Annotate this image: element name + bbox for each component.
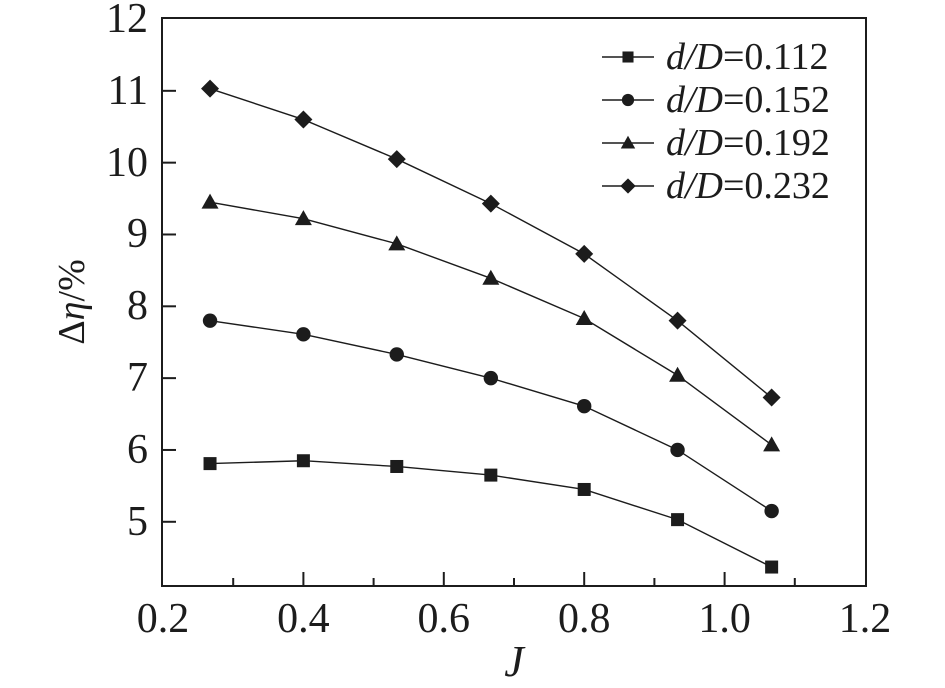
legend-marker-triangle <box>602 135 654 149</box>
x-tick-label: 1.2 <box>838 596 892 642</box>
legend-marker-diamond <box>602 177 654 194</box>
y-tick-label: 8 <box>127 283 148 330</box>
y-tick-label: 9 <box>127 211 148 258</box>
legend: d/D=0.112 d/D=0.152 d/D=0.192 d/D=0.232 <box>601 35 830 207</box>
y-tick-label: 12 <box>106 0 148 42</box>
data-series-canvas <box>163 79 796 585</box>
legend-item-label: d/D=0.232 <box>666 164 830 207</box>
legend-marker-square <box>602 50 654 63</box>
legend-item-label: d/D=0.112 <box>666 35 829 78</box>
y-tick-label: 11 <box>107 67 148 114</box>
x-tick-label: 0.2 <box>136 596 190 642</box>
legend-item: d/D=0.192 <box>601 121 830 164</box>
plot-area: d/D=0.112 d/D=0.152 d/D=0.192 d/D=0.232 <box>161 17 867 587</box>
legend-item: d/D=0.232 <box>601 164 830 207</box>
legend-item-label: d/D=0.192 <box>666 121 830 164</box>
x-tick-label: 1.0 <box>698 596 751 642</box>
y-tick-label: 6 <box>127 426 148 473</box>
legend-item-label: d/D=0.152 <box>666 78 830 121</box>
x-tick-label: 0.4 <box>277 596 330 642</box>
legend-item: d/D=0.152 <box>601 78 830 121</box>
legend-marker-circle <box>602 93 654 106</box>
x-axis-title: J <box>504 637 524 686</box>
y-tick-label: 7 <box>127 355 148 402</box>
x-tick-label: 0.6 <box>417 596 471 642</box>
legend-item: d/D=0.112 <box>601 35 830 78</box>
x-tick-label: 0.8 <box>557 596 611 642</box>
y-tick-label: 10 <box>106 139 148 186</box>
y-tick-label: 5 <box>127 498 148 545</box>
